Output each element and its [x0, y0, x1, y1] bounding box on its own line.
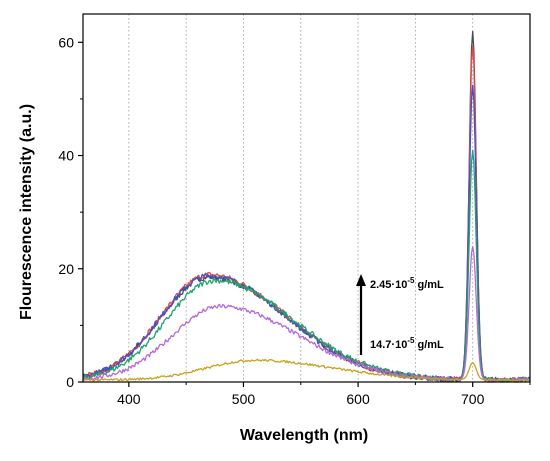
annotation-bottom-unit: g/mL	[414, 339, 444, 351]
y-tick-label-40: 40	[58, 148, 74, 164]
annotation-top-base: 2.45·10	[370, 279, 407, 291]
x-tick-label-500: 500	[232, 391, 256, 407]
plot-frame	[82, 13, 531, 383]
series-line-4	[82, 149, 531, 383]
axis-ticks: 400 500 600 700 0 20 40 60	[58, 34, 531, 407]
x-axis-title: Wavelength (nm)	[240, 427, 368, 444]
grid-lines	[128, 14, 474, 382]
y-tick-label-0: 0	[66, 374, 74, 390]
annotation-top-concentration: 2.45·10-5 g/mL	[370, 276, 444, 291]
y-axis-title: Flourescence intensity (a.u.)	[18, 104, 35, 320]
annotation-top-exp: -5	[407, 276, 415, 285]
y-tick-label-60: 60	[58, 34, 74, 50]
x-tick-label-600: 600	[346, 391, 370, 407]
concentration-arrow	[356, 274, 366, 355]
x-tick-label-700: 700	[461, 391, 485, 407]
annotation-bottom-base: 14.7·10	[370, 339, 407, 351]
y-tick-label-20: 20	[58, 261, 74, 277]
annotation-bottom-concentration: 14.7·10-5 g/mL	[370, 336, 444, 351]
annotation-bottom-exp: -5	[407, 336, 415, 345]
data-series	[82, 30, 531, 383]
annotation-top-unit: g/mL	[414, 279, 444, 291]
series-line-6	[82, 358, 531, 382]
x-tick-label-400: 400	[117, 391, 141, 407]
